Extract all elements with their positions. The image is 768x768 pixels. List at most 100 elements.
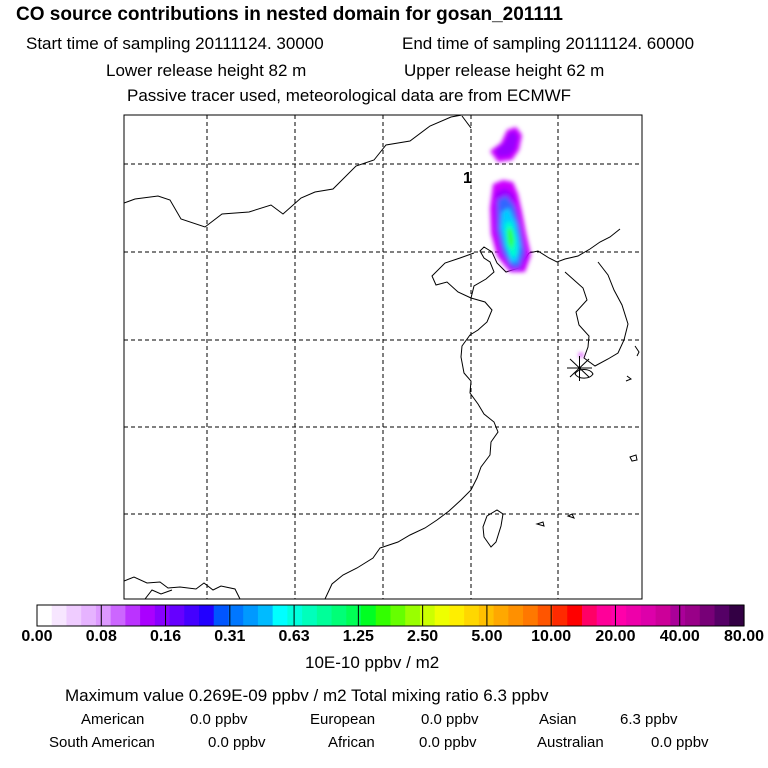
coastlines [324,228,640,599]
laos-border [144,589,173,599]
colorbar-tick-label: 0.08 [85,628,117,645]
colorbar-cell [419,605,436,626]
colorbar-cell [316,605,333,626]
colorbar-cell [390,605,406,626]
colorbar-tick-label: 0.00 [21,628,53,645]
end-time-label: End time of sampling 20111124. 60000 [402,34,695,53]
colorbar-cell [581,605,598,626]
colorbar-cell [729,605,745,626]
colorbar-cell [375,605,392,626]
colorbar-cell [287,605,303,626]
russia-border [461,115,472,129]
colorbar-cell [670,605,686,626]
region-name: American [81,711,145,728]
region-value: 6.3 ppbv [620,711,678,728]
colorbar-cell [272,605,288,626]
island-outline [566,513,575,519]
colorbar-cell [434,605,451,626]
colorbar-cell [125,605,141,626]
colorbar-cell [51,605,68,626]
colorbar-cell [523,605,539,626]
colorbar-cell [714,605,730,626]
tracer-note: Passive tracer used, meteorological data… [127,86,572,105]
colorbar-cell [95,605,112,626]
colorbar-cell [66,605,82,626]
chart-title: CO source contributions in nested domain… [16,4,563,25]
graticule [124,115,642,599]
colorbar-cell [537,605,554,626]
region-name: Asian [539,711,577,728]
asterisk-icon [567,356,592,381]
south-border [124,576,241,599]
colorbar-cell [699,605,716,626]
colorbar-tick-label: 40.00 [659,628,700,645]
colorbar-cell [493,605,509,626]
plume-lower-core [507,228,514,250]
mongolia-border [124,115,463,228]
colorbar-cell [140,605,156,626]
colorbar-cell [346,605,362,626]
start-time-label: Start time of sampling 20111124. 30000 [26,34,324,53]
colorbar-unit-label: 10E-10 ppbv / m2 [305,653,440,672]
region-name: South American [49,734,155,751]
colorbar-cell [110,605,126,626]
colorbar-frame [36,604,745,627]
asterisk-stroke [569,358,590,378]
colorbar-cell [169,605,185,626]
colorbar-cell [228,605,244,626]
colorbar-cell [508,605,524,626]
colorbar-cell [685,605,701,626]
colorbar-cell [257,605,274,626]
korea-china-border [528,228,621,263]
lower-release-label: Lower release height 82 m [106,61,307,80]
korea-peninsula [564,261,629,367]
colorbar-tick-label: 20.00 [595,628,636,645]
china-coast [324,246,530,599]
colorbar [36,604,745,627]
colorbar-tick-label: 0.63 [278,628,310,645]
plume-upper-inner [495,131,518,157]
region-name: African [328,734,375,751]
colorbar-cell [596,605,613,626]
colorbar-cell [567,605,583,626]
country-borders [124,115,472,599]
colorbar-cell [302,605,318,626]
region-value: 0.0 ppbv [190,711,248,728]
colorbar-tick-label: 80.00 [723,628,765,645]
release-point-label: 1 [463,170,472,187]
island-outline [535,521,545,527]
colorbar-tick-label: 5.00 [471,628,503,645]
colorbar-cell [655,605,671,626]
island-outline [634,345,640,357]
colorbar-cell [449,605,465,626]
taiwan-island [482,509,504,548]
colorbar-cell [464,605,480,626]
colorbar-cell [37,605,53,626]
region-name: European [310,711,376,728]
colorbar-cell [626,605,642,626]
colorbar-tick-label: 1.25 [342,628,374,645]
colorbar-tick-label: 2.50 [407,628,439,645]
colorbar-cell [611,605,627,626]
colorbar-cell [199,605,215,626]
region-value: 0.0 ppbv [419,734,477,751]
colorbar-cell [81,605,97,626]
region-value: 0.0 ppbv [208,734,266,751]
colorbar-cell [213,605,230,626]
island-outline [625,375,633,382]
colorbar-cell [154,605,171,626]
max-value-annotation: Maximum value 0.269E-09 ppbv / m2 Total … [65,686,549,705]
colorbar-cell [243,605,259,626]
region-value: 0.0 ppbv [651,734,709,751]
colorbar-cell [331,605,347,626]
upper-release-label: Upper release height 62 m [404,61,605,80]
region-name: Australian [537,734,604,751]
island-outline [629,454,638,462]
colorbar-cell [640,605,657,626]
colorbar-tick-label: 10.00 [531,628,572,645]
bohai-coast [431,252,475,299]
colorbar-cell [552,605,568,626]
colorbar-tick-label: 0.16 [149,628,182,645]
colorbar-cell [184,605,200,626]
